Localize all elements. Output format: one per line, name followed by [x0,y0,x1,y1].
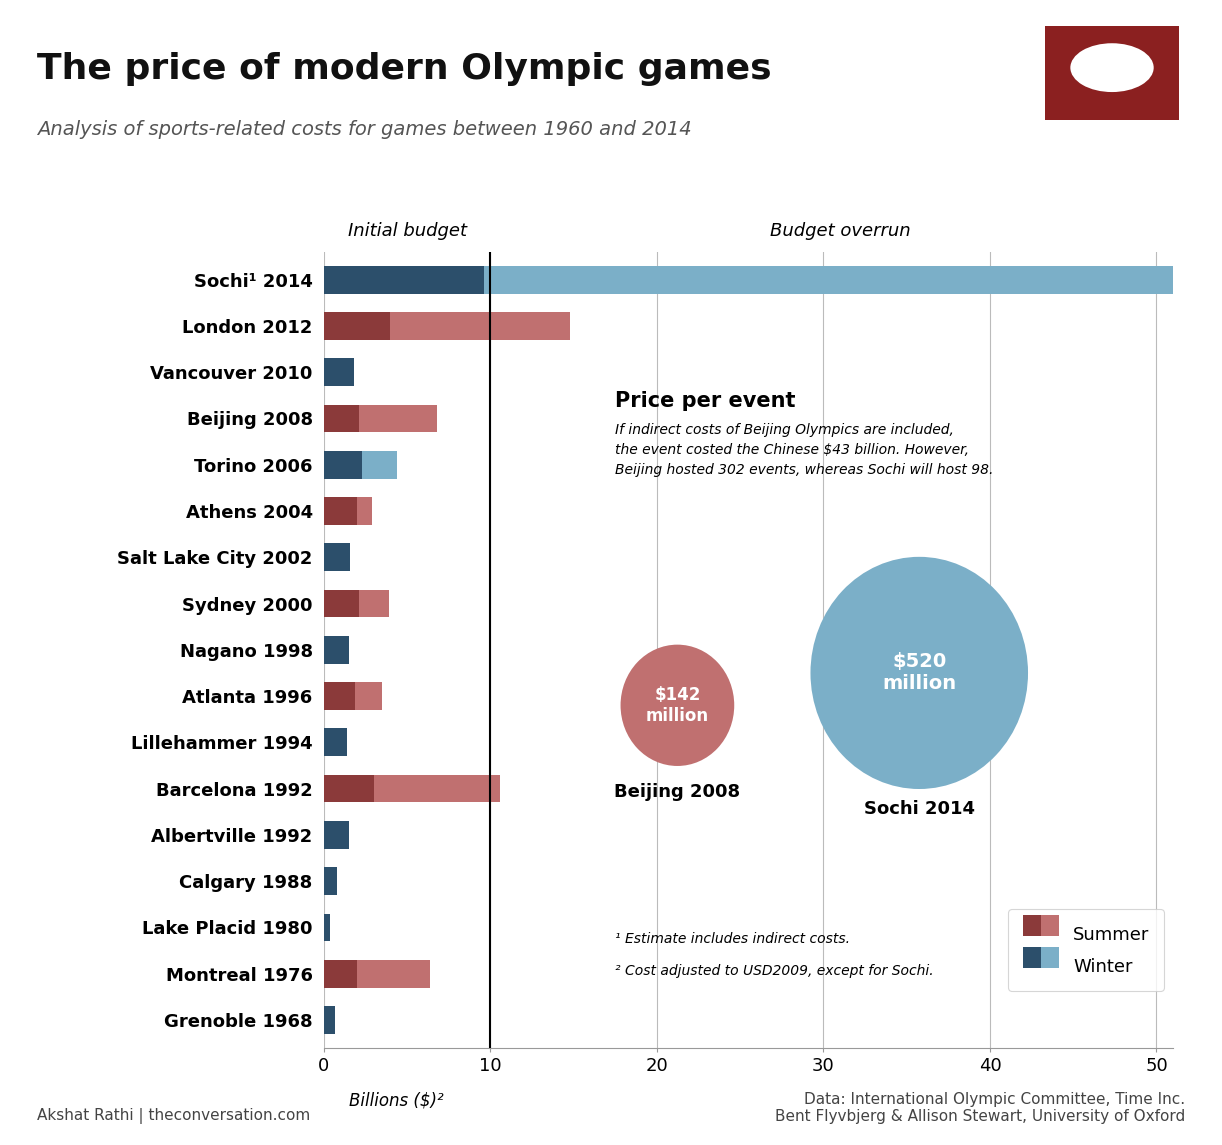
Bar [324,358,354,386]
Text: ² Cost adjusted to USD2009, except for Sochi.: ² Cost adjusted to USD2009, except for S… [615,964,934,978]
Ellipse shape [621,645,734,766]
Text: Data: International Olympic Committee, Time Inc.
Bent Flyvbjerg & Allison Stewar: Data: International Olympic Committee, T… [775,1092,1185,1124]
Bar [324,266,484,293]
Ellipse shape [1070,44,1154,92]
X-axis label: Billions ($)²: Billions ($)² [348,1091,444,1110]
Bar [324,544,351,571]
Bar [324,914,330,941]
Bar [324,451,362,479]
Bar [374,775,500,803]
Text: $520
million: $520 million [882,653,957,694]
Text: Analysis of sports-related costs for games between 1960 and 2014: Analysis of sports-related costs for gam… [37,120,692,140]
Text: Beijing 2008: Beijing 2008 [615,783,741,802]
Bar [324,313,391,340]
Bar [359,404,437,433]
Text: The price of modern Olympic games: The price of modern Olympic games [37,52,771,86]
Text: $142
million: $142 million [646,686,709,725]
Text: Sochi 2014: Sochi 2014 [864,800,975,819]
Bar [324,497,357,524]
Bar [324,635,348,664]
Text: Akshat Rathi | theconversation.com: Akshat Rathi | theconversation.com [37,1108,310,1124]
FancyBboxPatch shape [1034,23,1188,124]
Bar [324,960,357,987]
Bar [484,266,1173,293]
Text: Initial budget: Initial budget [347,222,467,240]
Ellipse shape [810,556,1028,789]
Bar [391,313,571,340]
Bar [324,1006,336,1034]
Text: Budget overrun: Budget overrun [770,222,910,240]
Bar [324,775,374,803]
Bar [324,404,359,433]
Text: If indirect costs of Beijing Olympics are included,
the event costed the Chinese: If indirect costs of Beijing Olympics ar… [615,424,993,477]
Bar [324,682,356,710]
Bar [324,867,337,895]
Text: ¹ Estimate includes indirect costs.: ¹ Estimate includes indirect costs. [615,932,851,946]
Bar [356,682,382,710]
Bar [324,728,347,756]
Bar [324,590,359,617]
Bar [357,497,373,524]
Text: Price per event: Price per event [615,390,796,411]
Bar [324,821,348,848]
Bar [357,960,430,987]
Legend: Summer, Winter: Summer, Winter [1008,909,1165,990]
Bar [362,451,397,479]
Bar [359,590,389,617]
